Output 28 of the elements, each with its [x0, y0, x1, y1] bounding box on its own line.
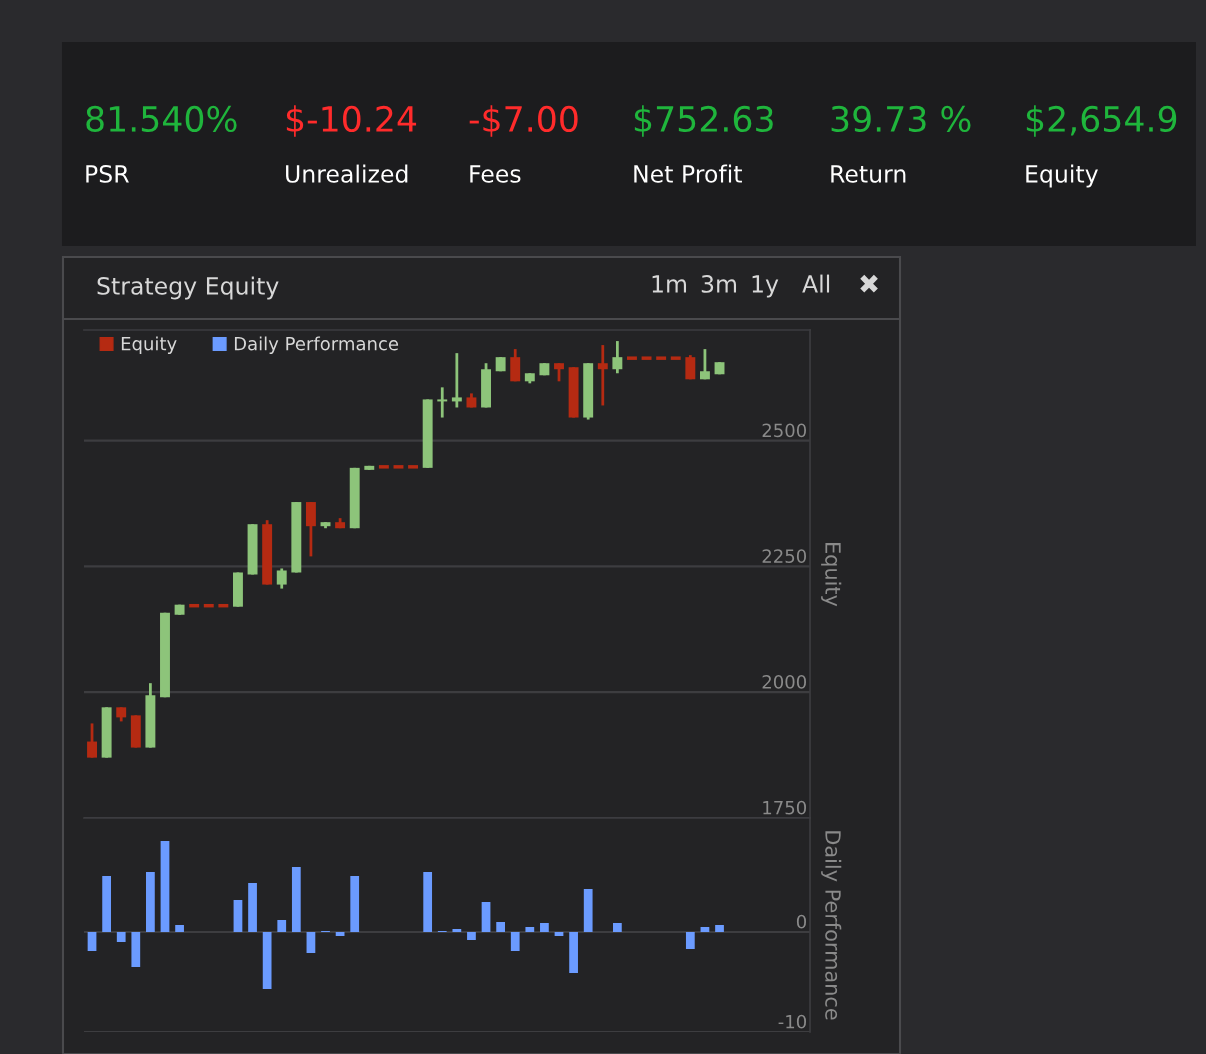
- text: All: [802, 274, 830, 293]
- text: Return: [831, 165, 906, 183]
- y-tick-label: -10: [778, 1014, 807, 1029]
- text: 1m: [652, 275, 687, 293]
- y-tick-label: 2250: [762, 549, 807, 563]
- text: $-10.24: [286, 105, 417, 137]
- y-tick-label: 2500: [762, 423, 807, 438]
- y-axis-title: Equity: [821, 543, 842, 607]
- text: 3m: [701, 274, 737, 293]
- text: PSR: [86, 164, 129, 183]
- text: Fees: [470, 165, 521, 183]
- legend-label: Daily Performance: [234, 336, 399, 354]
- y-tick-label: 2000: [762, 675, 807, 689]
- y-tick-label: 1750: [763, 800, 807, 815]
- chart-title: Strategy Equity: [97, 276, 279, 300]
- text: $2,654.9: [1026, 105, 1177, 137]
- y-axis-title: Daily Performance: [821, 831, 842, 1020]
- text: 1y: [752, 275, 779, 298]
- text: 39.73 %: [831, 105, 971, 133]
- text: Equity: [1026, 164, 1098, 188]
- text: -$7.00: [469, 105, 578, 137]
- text: $752.63: [634, 105, 773, 137]
- text: ✖: [860, 274, 878, 293]
- text: Net Profit: [634, 164, 742, 183]
- text: Unrealized: [286, 164, 408, 183]
- legend-label: Equity: [121, 336, 177, 354]
- text: 81.540%: [86, 105, 237, 133]
- y-tick-label: 0: [796, 914, 807, 929]
